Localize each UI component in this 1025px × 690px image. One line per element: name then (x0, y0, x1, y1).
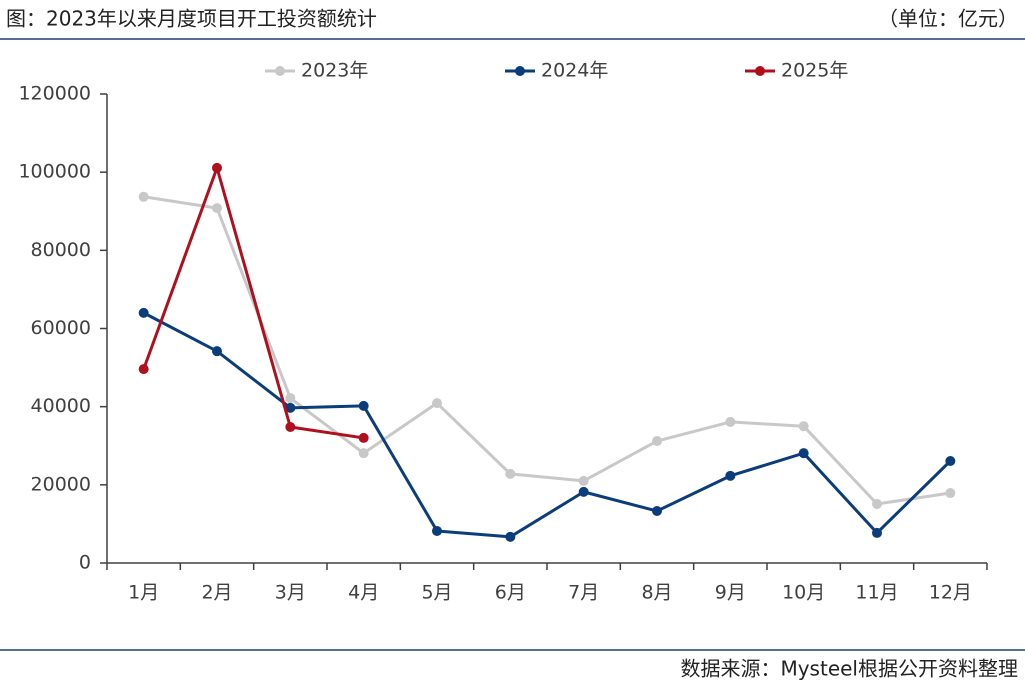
y-tick-label: 20000 (31, 473, 91, 495)
point (578, 475, 589, 486)
x-tick-label: 12月 (929, 582, 972, 604)
x-tick-label: 3月 (275, 582, 306, 604)
legend-marker (515, 66, 525, 76)
point (358, 448, 369, 459)
x-tick-label: 11月 (855, 582, 898, 604)
point (652, 436, 662, 447)
x-tick-label: 9月 (715, 582, 746, 604)
point (285, 421, 296, 432)
legend-marker (275, 66, 285, 76)
chart-title: 图：2023年以来月度项目开工投资额统计 (6, 7, 377, 31)
y-tick-label: 120000 (18, 83, 91, 105)
point (725, 416, 736, 427)
legend-label: 2023年 (301, 60, 368, 82)
point (212, 203, 222, 214)
y-tick-label: 100000 (18, 161, 91, 183)
y-tick-label: 0 (79, 552, 91, 574)
point (432, 398, 442, 409)
series-line (143, 195, 951, 506)
point (798, 448, 809, 459)
point (578, 486, 589, 497)
unit-label: （单位：亿元） (878, 7, 1018, 31)
point (945, 488, 956, 499)
point (138, 191, 149, 202)
point (945, 455, 956, 466)
point (652, 506, 662, 517)
legend-label: 2025年 (781, 60, 848, 82)
point (212, 162, 222, 173)
x-tick-label: 7月 (568, 582, 599, 604)
point (798, 421, 809, 432)
x-tick-label: 5月 (421, 582, 452, 604)
y-tick-label: 40000 (31, 395, 91, 417)
point (872, 527, 882, 538)
point (432, 525, 442, 536)
point (505, 468, 516, 479)
legend-label: 2024年 (541, 60, 608, 82)
point (358, 400, 369, 411)
point (285, 393, 296, 404)
point (358, 432, 369, 443)
point (138, 364, 149, 375)
x-tick-label: 2月 (201, 582, 232, 604)
series-line (142, 166, 364, 440)
y-tick-label: 80000 (31, 239, 91, 261)
x-tick-label: 6月 (495, 582, 526, 604)
point (138, 307, 149, 318)
series-line (142, 311, 952, 539)
legend-marker (755, 66, 765, 76)
point (212, 346, 222, 357)
point (725, 470, 736, 481)
x-tick-label: 10月 (782, 582, 825, 604)
y-tick-label: 60000 (31, 317, 91, 339)
x-tick-label: 4月 (348, 582, 379, 604)
point (285, 402, 296, 413)
point (505, 531, 516, 542)
x-tick-label: 1月 (128, 582, 159, 604)
x-tick-label: 8月 (641, 582, 672, 604)
source-note: 数据来源：Mysteel根据公开资料整理 (680, 657, 1018, 681)
point (872, 498, 882, 509)
